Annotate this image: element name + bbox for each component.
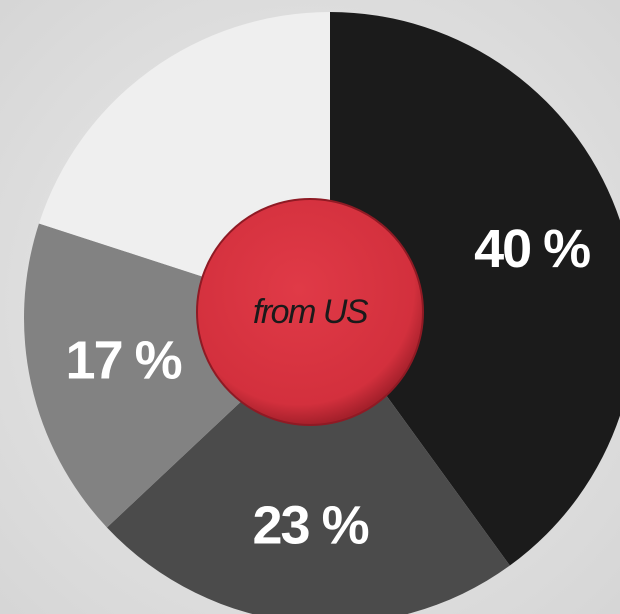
value-label: 17 % <box>66 331 182 391</box>
value-label: 23 % <box>253 495 369 555</box>
slice <box>330 12 620 566</box>
slice <box>106 318 510 614</box>
center-circle <box>196 198 424 426</box>
center-label: from US <box>253 293 369 331</box>
value-label: 40 % <box>474 219 590 279</box>
labels: 40 % 23 % 17 % <box>66 219 593 556</box>
